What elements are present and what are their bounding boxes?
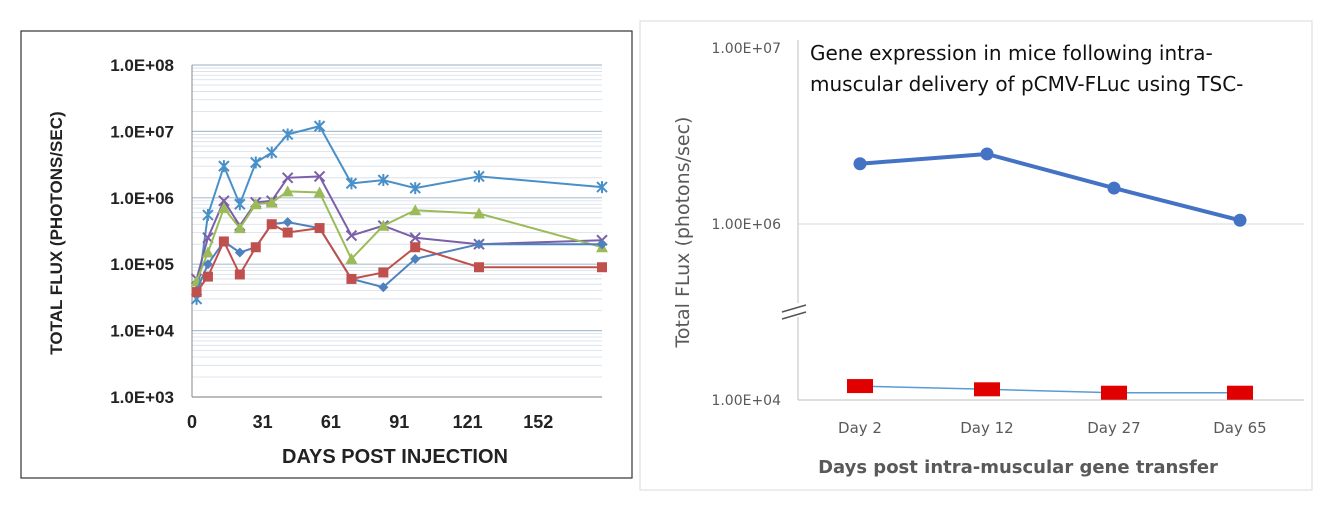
left-series-group <box>190 120 608 305</box>
data-point <box>265 196 278 208</box>
y-tick-label: 1.00E+04 <box>711 393 781 409</box>
x-tick-label: Day 65 <box>1213 419 1266 437</box>
x-tick-label: 152 <box>523 412 553 432</box>
x-tick-label: 91 <box>389 412 409 432</box>
data-point <box>345 229 358 242</box>
x-tick-label: 121 <box>453 412 483 432</box>
y-tick-label: 1.0E+05 <box>110 255 174 274</box>
data-point <box>234 247 245 258</box>
x-tick-label: Day 2 <box>838 419 882 437</box>
data-point <box>266 146 278 159</box>
data-point <box>281 128 294 141</box>
data-point <box>377 219 390 231</box>
data-point <box>313 186 326 198</box>
data-point <box>474 262 484 273</box>
y-tick-label: 1.00E+07 <box>711 41 781 57</box>
left-chart: 1.0E+03 1.0E+04 1.0E+05 1.0E+06 1.0E+07 1.0E+… <box>20 30 633 479</box>
data-point <box>345 252 358 264</box>
data-point <box>345 177 358 190</box>
y-tick-label: 1.0E+04 <box>110 322 174 341</box>
data-point <box>409 204 422 216</box>
data-point <box>473 207 485 219</box>
right-y-tick-labels: 1.00E+04 1.00E+06 1.00E+07 <box>711 41 781 409</box>
data-point <box>597 239 607 250</box>
series-circle <box>853 147 1247 227</box>
data-point <box>1233 213 1247 227</box>
data-point <box>378 267 389 278</box>
x-tick-label: 61 <box>321 412 341 432</box>
data-point <box>233 222 246 234</box>
x-tick-label: Day 27 <box>1087 419 1140 437</box>
left-y-axis-label: TOTAL FLUX (PHOTONS/SEC) <box>47 111 66 354</box>
y-tick-label: 1.0E+03 <box>110 388 174 407</box>
data-point <box>250 156 262 169</box>
right-series-group <box>847 147 1253 400</box>
right-x-axis-label: Days post intra-muscular gene transfer <box>818 457 1218 478</box>
data-point <box>847 379 873 394</box>
left-x-tick-labels: 0 31 61 91 121 152 <box>187 412 553 432</box>
series-triangle <box>190 185 608 287</box>
data-point <box>234 198 246 211</box>
data-point <box>282 227 293 238</box>
data-point <box>473 170 485 183</box>
data-point <box>313 120 326 133</box>
data-point <box>249 198 262 210</box>
data-point <box>596 181 608 194</box>
data-point <box>202 271 213 282</box>
data-point <box>234 269 245 280</box>
y-tick-label: 1.00E+06 <box>711 217 781 233</box>
series-square <box>847 379 1253 400</box>
data-point <box>377 174 390 187</box>
data-point <box>218 195 230 207</box>
data-point <box>1107 181 1121 195</box>
y-tick-label: 1.0E+06 <box>110 189 174 208</box>
data-point <box>218 160 230 173</box>
data-point <box>217 202 230 214</box>
data-point <box>314 223 325 234</box>
right-x-tick-labels: Day 2 Day 12 Day 27 Day 65 <box>838 419 1267 437</box>
data-point <box>597 262 607 273</box>
data-point <box>1227 385 1253 400</box>
y-tick-label: 1.0E+07 <box>110 122 174 141</box>
data-point <box>201 246 214 258</box>
axis-break-icon <box>778 303 808 320</box>
data-point <box>250 242 261 253</box>
y-tick-label: 1.0E+08 <box>110 56 174 75</box>
data-point <box>346 273 357 284</box>
x-tick-label: 31 <box>253 412 273 432</box>
series-square <box>191 219 607 298</box>
data-point <box>853 157 867 171</box>
data-point <box>266 219 277 230</box>
data-point <box>974 382 1000 397</box>
data-point <box>202 209 214 222</box>
data-point <box>281 172 294 184</box>
data-point <box>378 282 389 293</box>
data-point <box>281 185 294 197</box>
data-point <box>409 232 421 244</box>
right-chart-title-line-1: Gene expression in mice following intra- <box>810 41 1213 65</box>
data-point <box>313 170 326 183</box>
right-chart-title-line-2: muscular delivery of pCMV-FLuc using TSC… <box>810 72 1243 96</box>
left-y-tick-labels: 1.0E+03 1.0E+04 1.0E+05 1.0E+06 1.0E+07 1.0E+… <box>110 56 174 407</box>
data-point <box>282 217 293 228</box>
data-point <box>410 242 421 253</box>
data-point <box>191 287 202 298</box>
data-point <box>409 182 421 195</box>
left-x-axis-label: DAYS POST INJECTION <box>282 446 508 468</box>
data-point <box>218 236 229 247</box>
right-chart-frame <box>639 20 1313 491</box>
x-tick-label: 0 <box>187 412 197 432</box>
x-tick-label: Day 12 <box>960 419 1013 437</box>
data-point <box>202 259 213 270</box>
series-line <box>859 151 1241 223</box>
right-chart: 1.00E+041.00E+061.00E+07 Day 2 Day 12 Day … <box>639 20 1313 491</box>
data-point <box>410 253 421 264</box>
right-y-axis-label: Total FLux (photons/sec) <box>672 117 694 349</box>
data-point <box>1101 385 1127 400</box>
data-point <box>980 147 994 161</box>
series-line <box>859 385 1240 394</box>
data-point <box>474 239 484 250</box>
